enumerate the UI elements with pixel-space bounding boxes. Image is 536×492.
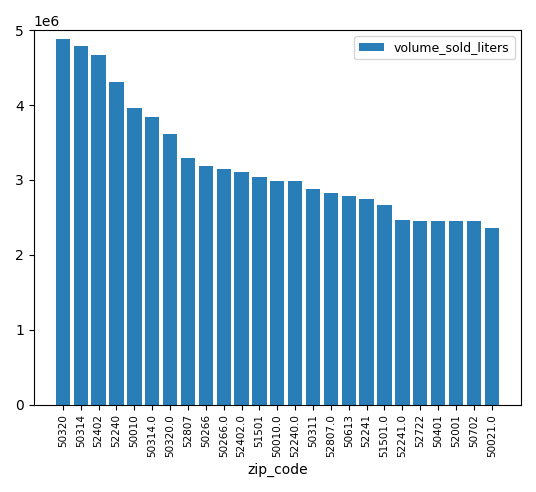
Bar: [56, 39, 70, 404]
Bar: [92, 55, 106, 404]
Bar: [413, 221, 427, 404]
Bar: [449, 221, 463, 404]
Bar: [270, 181, 285, 404]
Bar: [217, 169, 231, 404]
Legend: volume_sold_liters: volume_sold_liters: [354, 36, 515, 60]
X-axis label: zip_code: zip_code: [247, 463, 308, 477]
Bar: [109, 82, 124, 404]
Bar: [288, 181, 302, 404]
Bar: [324, 193, 338, 404]
Bar: [395, 219, 410, 404]
Bar: [199, 166, 213, 404]
Bar: [163, 133, 177, 404]
Bar: [252, 177, 266, 404]
Bar: [341, 196, 356, 404]
Bar: [234, 172, 249, 404]
Bar: [306, 189, 320, 404]
Bar: [377, 205, 392, 404]
Bar: [360, 199, 374, 404]
Bar: [145, 117, 159, 404]
Bar: [181, 158, 195, 404]
Bar: [431, 221, 445, 404]
Bar: [73, 46, 88, 404]
Bar: [467, 221, 481, 404]
Bar: [485, 228, 499, 404]
Bar: [127, 108, 142, 404]
